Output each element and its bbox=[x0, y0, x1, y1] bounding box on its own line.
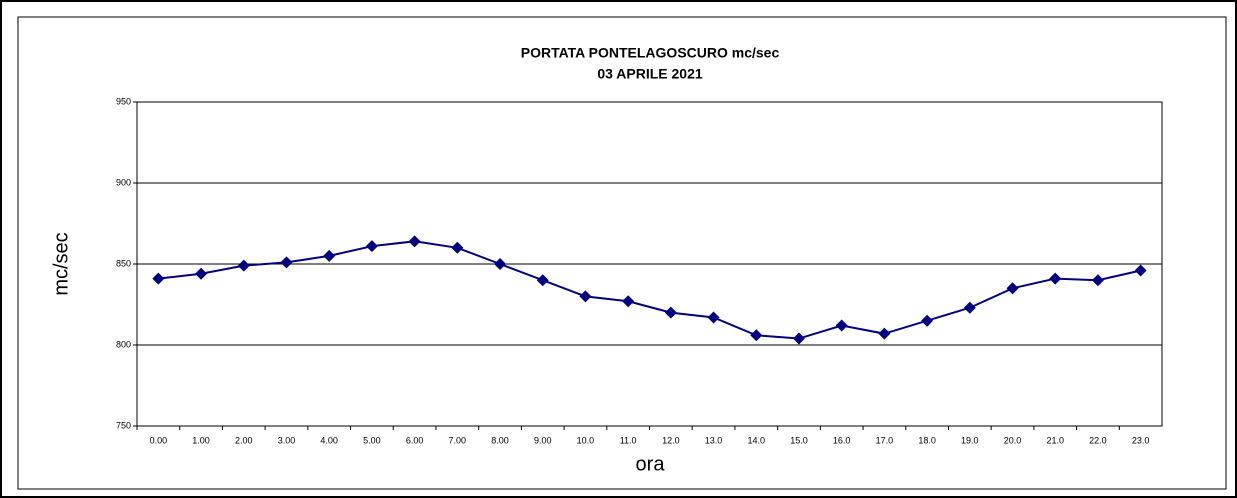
x-tick-label: 2.00 bbox=[235, 435, 253, 445]
data-point bbox=[579, 290, 592, 303]
data-point bbox=[408, 235, 421, 248]
x-tick-label: 23.0 bbox=[1132, 435, 1150, 445]
data-point bbox=[451, 241, 464, 254]
y-tick-label: 800 bbox=[116, 339, 131, 349]
chart-subtitle: 03 APRILE 2021 bbox=[597, 66, 703, 82]
data-point bbox=[921, 314, 934, 327]
x-tick-label: 15.0 bbox=[790, 435, 808, 445]
x-axis-title: ora bbox=[636, 453, 666, 475]
x-tick-label: 4.00 bbox=[320, 435, 338, 445]
x-tick-label: 17.0 bbox=[876, 435, 894, 445]
x-tick-label: 19.0 bbox=[961, 435, 979, 445]
x-tick-label: 20.0 bbox=[1004, 435, 1022, 445]
data-point bbox=[963, 301, 976, 314]
x-tick-label: 21.0 bbox=[1046, 435, 1064, 445]
x-tick-label: 9.00 bbox=[534, 435, 552, 445]
data-point bbox=[237, 259, 250, 272]
x-tick-label: 22.0 bbox=[1089, 435, 1107, 445]
x-tick-label: 14.0 bbox=[748, 435, 766, 445]
y-tick-label: 900 bbox=[116, 177, 131, 187]
x-tick-label: 12.0 bbox=[662, 435, 680, 445]
x-tick-label: 7.00 bbox=[449, 435, 467, 445]
data-point bbox=[1091, 274, 1104, 287]
data-point bbox=[792, 332, 805, 345]
data-point bbox=[152, 272, 165, 285]
x-tick-label: 16.0 bbox=[833, 435, 851, 445]
y-tick-label: 750 bbox=[116, 420, 131, 430]
y-tick-label: 950 bbox=[116, 96, 131, 106]
x-tick-label: 6.00 bbox=[406, 435, 424, 445]
y-tick-label: 850 bbox=[116, 258, 131, 268]
y-axis-title: mc/sec bbox=[50, 232, 72, 295]
data-point bbox=[323, 249, 336, 262]
data-line bbox=[158, 240, 1141, 340]
data-point bbox=[1134, 264, 1147, 277]
x-tick-label: 1.00 bbox=[192, 435, 210, 445]
data-point bbox=[195, 267, 208, 280]
x-tick-label: 13.0 bbox=[705, 435, 723, 445]
x-tick-label: 3.00 bbox=[278, 435, 296, 445]
data-point bbox=[280, 256, 293, 269]
x-tick-label: 10.0 bbox=[577, 435, 595, 445]
chart-title: PORTATA PONTELAGOSCURO mc/sec bbox=[521, 45, 780, 61]
data-point bbox=[664, 306, 677, 319]
data-point bbox=[750, 329, 763, 342]
data-point bbox=[622, 295, 635, 308]
data-point bbox=[494, 258, 507, 270]
data-point bbox=[365, 240, 378, 253]
data-point bbox=[1049, 272, 1062, 285]
chart-frame bbox=[17, 16, 1227, 490]
data-point bbox=[878, 327, 891, 340]
data-point bbox=[1006, 282, 1019, 295]
x-tick-label: 18.0 bbox=[918, 435, 936, 445]
x-tick-label: 8.00 bbox=[491, 435, 509, 445]
x-tick-label: 11.0 bbox=[620, 435, 637, 445]
data-point bbox=[707, 311, 720, 324]
data-point bbox=[835, 319, 848, 332]
data-point bbox=[536, 274, 549, 287]
x-tick-label: 0.00 bbox=[150, 435, 168, 445]
x-tick-label: 5.00 bbox=[363, 435, 381, 445]
